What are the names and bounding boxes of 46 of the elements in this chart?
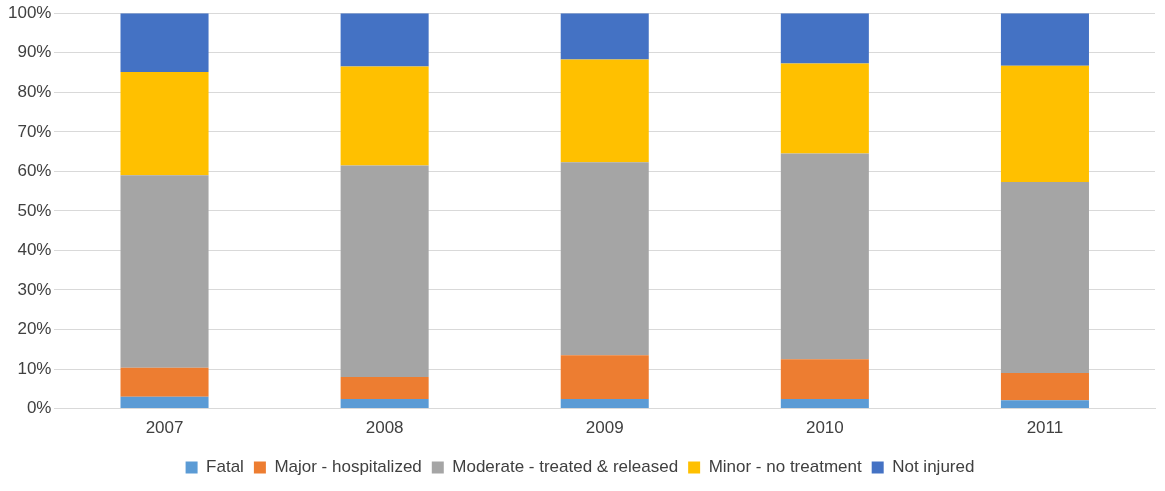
x-tick-label: 2009 [585,418,624,438]
bar [1000,182,1089,374]
y-tick-label: 60% [17,161,52,181]
bar [560,355,649,400]
y-tick-label: 100% [8,2,52,22]
legend-label: Moderate - treated & released [452,457,679,477]
x-tick-label: 2011 [1026,418,1064,438]
bar [560,399,649,409]
bar [780,153,869,360]
bar [780,63,869,154]
legend-label: Not injured [892,457,975,477]
bar [780,359,869,400]
x-tick-label: 2010 [805,418,844,438]
legend-label: Minor - no treatment [708,457,862,477]
bar [780,399,869,409]
bar [780,13,869,64]
x-tick-label: 2008 [365,418,404,438]
legend-label: Fatal [206,457,244,477]
y-tick-label: 0% [26,398,52,418]
legend-label: Major - hospitalized [274,457,422,477]
y-tick-label: 10% [17,358,52,378]
y-tick-label: 30% [17,279,52,299]
bar [120,396,209,409]
bar [560,13,649,60]
bar [1000,65,1089,183]
y-tick-label: 80% [17,81,52,101]
bar [120,13,209,73]
bar [1000,373,1089,401]
bar [340,66,429,166]
bar [560,162,649,356]
bar [1000,13,1089,66]
y-tick-label: 50% [17,200,52,220]
bar [120,367,209,397]
bar [340,399,429,409]
bar [120,72,209,176]
bar [340,165,429,377]
y-tick-label: 20% [17,319,52,339]
bar [340,376,429,400]
bar [560,59,649,163]
y-tick-label: 90% [17,42,52,62]
bar [1000,400,1089,409]
bar [340,13,429,67]
y-tick-label: 70% [17,121,52,141]
y-tick-label: 40% [17,240,52,260]
x-tick-label: 2007 [145,418,184,438]
bar [120,175,209,368]
